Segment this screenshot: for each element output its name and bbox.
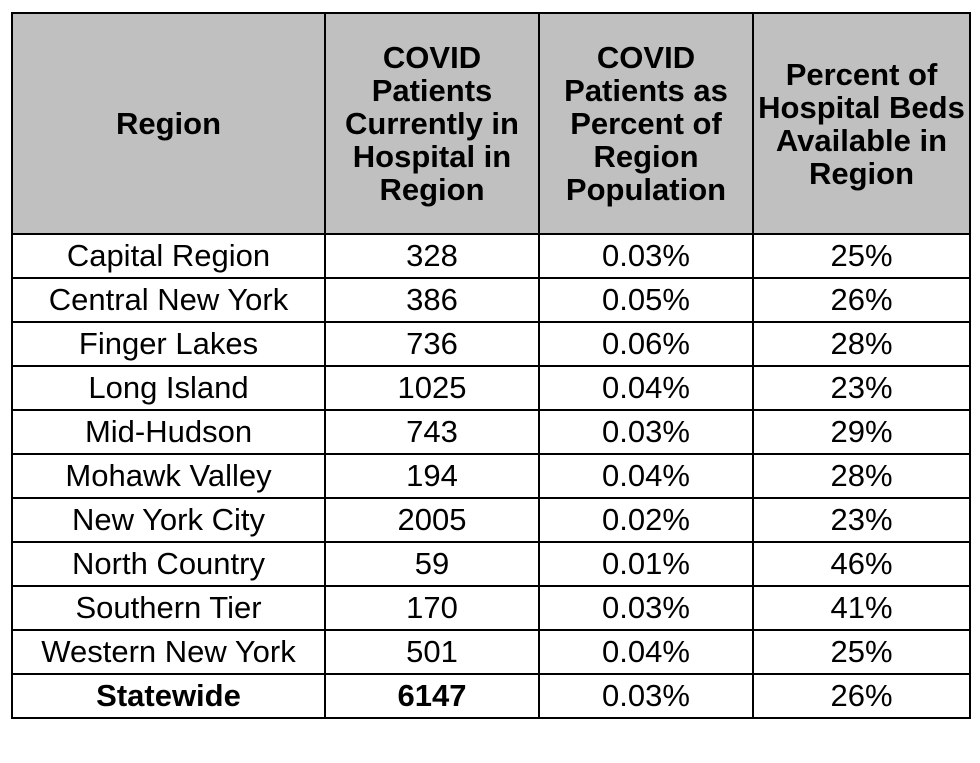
cell-region: Capital Region (11, 233, 326, 279)
covid-hospital-table-container: Region COVID Patients Currently in Hospi… (11, 12, 971, 719)
cell-region: Long Island (11, 365, 326, 411)
header-beds-available: Percent of Hospital Beds Available in Re… (752, 12, 971, 235)
cell-patients: 1025 (324, 365, 540, 411)
header-patients-in-hospital: COVID Patients Currently in Hospital in … (324, 12, 540, 235)
cell-region: Southern Tier (11, 585, 326, 631)
cell-patients: 170 (324, 585, 540, 631)
cell-beds-available: 25% (752, 233, 971, 279)
cell-beds-available: 23% (752, 365, 971, 411)
cell-region: Finger Lakes (11, 321, 326, 367)
cell-percent-population: 0.05% (538, 277, 754, 323)
cell-beds-available: 28% (752, 321, 971, 367)
table-row: New York City 2005 0.02% 23% (11, 497, 971, 543)
cell-patients: 2005 (324, 497, 540, 543)
total-row: Statewide 6147 0.03% 26% (11, 673, 971, 719)
header-row: Region COVID Patients Currently in Hospi… (11, 12, 971, 235)
table-row: Central New York 386 0.05% 26% (11, 277, 971, 323)
cell-percent-population: 0.03% (538, 585, 754, 631)
cell-region: Western New York (11, 629, 326, 675)
cell-beds-available: 41% (752, 585, 971, 631)
table-row: Long Island 1025 0.04% 23% (11, 365, 971, 411)
cell-beds-available: 46% (752, 541, 971, 587)
cell-patients: 743 (324, 409, 540, 455)
cell-region: Central New York (11, 277, 326, 323)
covid-hospital-table: Region COVID Patients Currently in Hospi… (11, 12, 971, 719)
cell-percent-population: 0.06% (538, 321, 754, 367)
total-region: Statewide (11, 673, 326, 719)
cell-patients: 194 (324, 453, 540, 499)
cell-beds-available: 28% (752, 453, 971, 499)
cell-beds-available: 23% (752, 497, 971, 543)
header-percent-population: COVID Patients as Percent of Region Popu… (538, 12, 754, 235)
cell-region: North Country (11, 541, 326, 587)
cell-patients: 736 (324, 321, 540, 367)
total-patients: 6147 (324, 673, 540, 719)
cell-percent-population: 0.04% (538, 453, 754, 499)
table-row: Southern Tier 170 0.03% 41% (11, 585, 971, 631)
cell-region: Mid-Hudson (11, 409, 326, 455)
table-row: Mohawk Valley 194 0.04% 28% (11, 453, 971, 499)
cell-region: New York City (11, 497, 326, 543)
table-row: Capital Region 328 0.03% 25% (11, 233, 971, 279)
table-row: Western New York 501 0.04% 25% (11, 629, 971, 675)
cell-percent-population: 0.01% (538, 541, 754, 587)
cell-region: Mohawk Valley (11, 453, 326, 499)
cell-beds-available: 26% (752, 277, 971, 323)
cell-patients: 59 (324, 541, 540, 587)
total-beds-available: 26% (752, 673, 971, 719)
cell-beds-available: 25% (752, 629, 971, 675)
cell-percent-population: 0.02% (538, 497, 754, 543)
cell-patients: 386 (324, 277, 540, 323)
table-row: Mid-Hudson 743 0.03% 29% (11, 409, 971, 455)
total-percent-population: 0.03% (538, 673, 754, 719)
table-row: North Country 59 0.01% 46% (11, 541, 971, 587)
cell-beds-available: 29% (752, 409, 971, 455)
table-row: Finger Lakes 736 0.06% 28% (11, 321, 971, 367)
cell-patients: 328 (324, 233, 540, 279)
cell-percent-population: 0.04% (538, 629, 754, 675)
header-region: Region (11, 12, 326, 235)
cell-percent-population: 0.03% (538, 233, 754, 279)
cell-patients: 501 (324, 629, 540, 675)
cell-percent-population: 0.04% (538, 365, 754, 411)
cell-percent-population: 0.03% (538, 409, 754, 455)
